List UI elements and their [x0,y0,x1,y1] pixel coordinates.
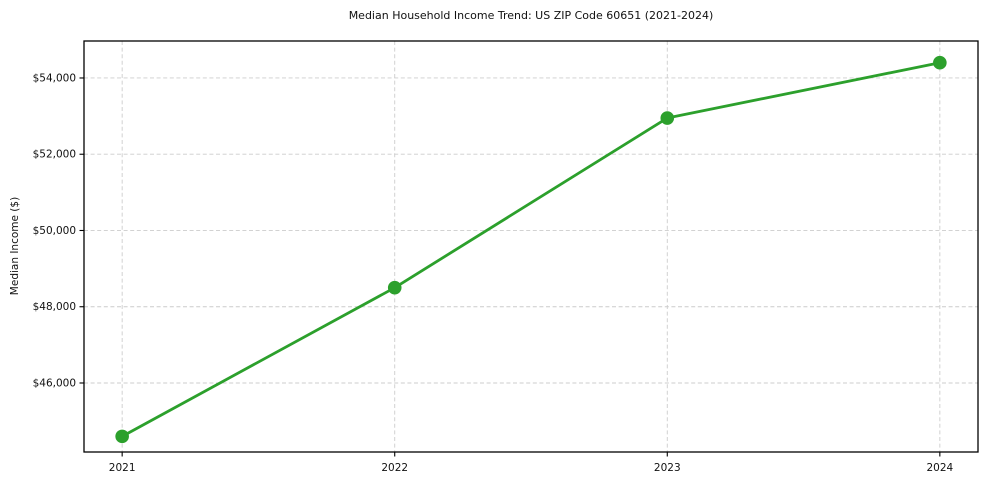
income-trend-line [120,61,942,438]
x-tick-label-2024: 2024 [926,462,953,474]
y-tick-label-52000: $52,000 [33,149,76,161]
data-point-2023 [660,111,675,125]
y-tick-label-50000: $50,000 [33,225,76,237]
y-tick-label-48000: $48,000 [33,301,76,313]
data-point-2021 [115,429,129,444]
data-point-2022 [387,280,402,295]
x-tick-label-2022: 2022 [381,462,408,474]
axes-border [83,40,979,453]
y-tick-label-46000: $46,000 [33,377,76,389]
chart-title: Median Household Income Trend: US ZIP Co… [348,9,714,22]
y-tick-label-54000: $54,000 [33,72,76,84]
x-tick-label-2023: 2023 [654,462,681,474]
data-point-2024 [933,55,947,70]
x-tick-label-2021: 2021 [109,462,136,474]
